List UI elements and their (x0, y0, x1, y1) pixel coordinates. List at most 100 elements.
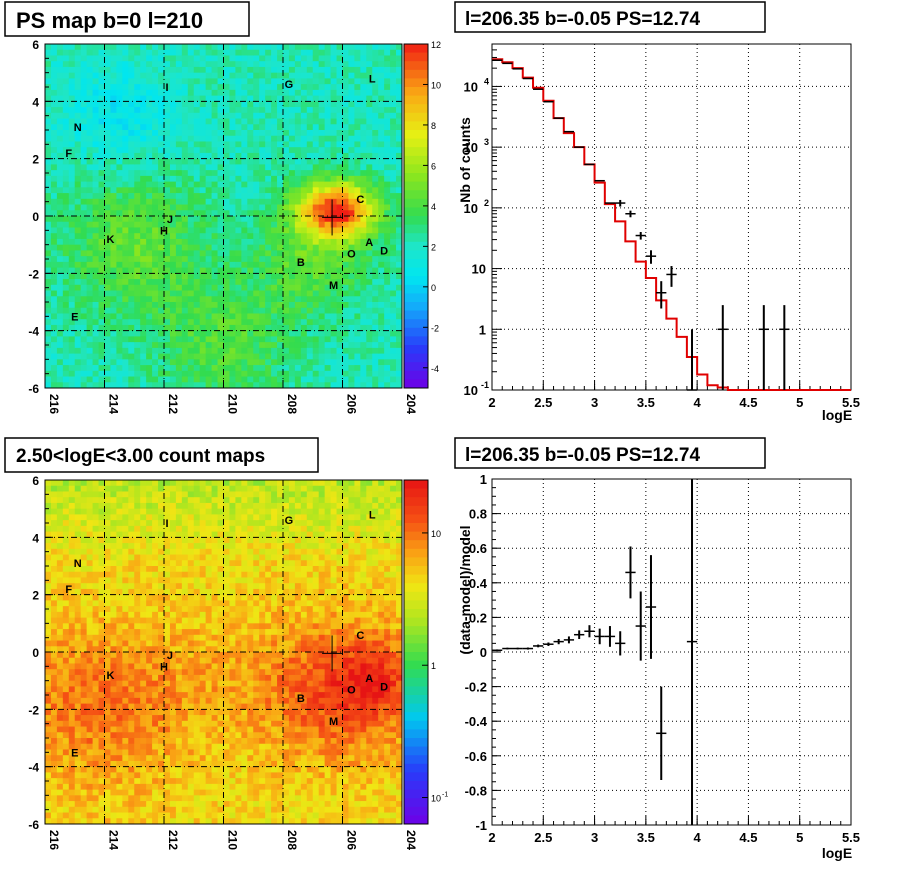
heatmap-cell (98, 502, 105, 510)
heatmap-cell (68, 646, 76, 653)
heatmap-cell (354, 313, 361, 320)
heatmap-cell (98, 726, 105, 733)
heatmap-cell (235, 89, 242, 96)
heatmap-cell (253, 61, 260, 68)
heatmap-cell (110, 216, 117, 223)
heatmap-cell (271, 238, 278, 246)
heatmap-cell (324, 112, 331, 119)
heatmap-cell (86, 629, 93, 636)
heatmap-cell (330, 198, 337, 205)
heatmap-cell (128, 376, 135, 383)
heatmap-cell (324, 279, 331, 286)
heatmap-cell (164, 284, 171, 291)
heatmap-cell (62, 502, 70, 510)
heatmap-cell (146, 663, 153, 670)
heatmap-cell (98, 342, 105, 349)
heatmap-cell (80, 508, 88, 515)
heatmap-cell (253, 342, 260, 349)
heatmap-cell (62, 118, 70, 125)
heatmap-cell (80, 193, 88, 200)
heatmap-cell (80, 531, 88, 538)
heatmap-cell (164, 720, 171, 727)
heatmap-cell (134, 170, 141, 177)
heatmap-cell (300, 118, 308, 125)
heatmap-cell (152, 181, 159, 188)
heatmap-cell (271, 89, 278, 96)
heatmap-cell (247, 152, 254, 160)
heatmap-cell (187, 170, 195, 177)
heatmap-cell (259, 370, 266, 377)
heatmap-cell (318, 227, 326, 234)
heatmap-cell (253, 181, 260, 188)
heatmap-cell (45, 244, 52, 251)
heatmap-cell (164, 583, 171, 590)
heatmap-cell (92, 812, 99, 819)
heatmap-cell (146, 543, 153, 550)
heatmap-cell (330, 233, 337, 240)
heatmap-cell (372, 170, 379, 177)
heatmap-cell (74, 347, 82, 354)
bottom-left-title-box: 2.50<logE<3.00 count maps (4, 437, 319, 473)
heatmap-cell (122, 502, 129, 510)
heatmap-cell (277, 61, 284, 68)
heatmap-cell (372, 313, 379, 320)
heatmap-cell (50, 49, 58, 56)
heatmap-cell (253, 256, 260, 263)
heatmap-cell (306, 49, 314, 56)
heatmap-cell (372, 78, 379, 85)
colorbar-step (404, 302, 428, 312)
heatmap-cell (104, 583, 111, 590)
heatmap-cell (354, 61, 361, 68)
heatmap-cell (140, 118, 147, 125)
heatmap-cell (80, 66, 88, 74)
heatmap-cell (152, 107, 159, 114)
heatmap-cell (50, 709, 58, 716)
heatmap-cell (140, 543, 147, 550)
heatmap-cell (62, 537, 70, 544)
heatmap-cell (56, 78, 64, 85)
heatmap-cell (211, 101, 218, 108)
heatmap-cell (300, 49, 308, 56)
heatmap-cell (104, 554, 111, 561)
heatmap-cell (122, 703, 129, 710)
heatmap-cell (360, 256, 367, 263)
heatmap-cell (288, 307, 296, 314)
heatmap-cell (68, 703, 76, 710)
heatmap-cell (396, 170, 403, 177)
heatmap-cell (80, 525, 88, 532)
heatmap-cell (68, 158, 76, 165)
colorbar-step (404, 44, 428, 54)
heatmap-cell (152, 158, 159, 165)
heatmap-cell (134, 216, 141, 223)
heatmap-cell (306, 66, 314, 74)
heatmap-cell (104, 330, 111, 337)
heatmap-cell (92, 577, 99, 584)
heatmap-cell (158, 703, 165, 710)
heatmap-cell (271, 250, 278, 257)
heatmap-cell (169, 365, 177, 372)
heatmap-cell (396, 370, 403, 377)
heatmap-cell (336, 84, 343, 91)
heatmap-cell (68, 84, 76, 91)
heatmap-cell (169, 284, 177, 291)
heatmap-cell (92, 261, 99, 268)
heatmap-cell (253, 365, 260, 372)
heatmap-cell (294, 290, 302, 297)
heatmap-cell (366, 376, 373, 383)
heatmap-cell (62, 353, 70, 360)
heatmap-cell (223, 141, 230, 148)
heatmap-cell (152, 66, 159, 74)
heatmap-cell (378, 89, 385, 96)
heatmap-cell (187, 72, 195, 79)
source-label-E: E (71, 311, 78, 323)
heatmap-cell (199, 152, 207, 160)
heatmap-cell (110, 646, 117, 653)
heatmap-cell (330, 238, 337, 246)
heatmap-cell (116, 210, 123, 217)
heatmap-cell (294, 175, 302, 182)
heatmap-cell (277, 250, 284, 257)
heatmap-cell (247, 66, 254, 74)
heatmap-cell (68, 164, 76, 171)
heatmap-cell (74, 634, 82, 641)
heatmap-cell (86, 783, 93, 790)
